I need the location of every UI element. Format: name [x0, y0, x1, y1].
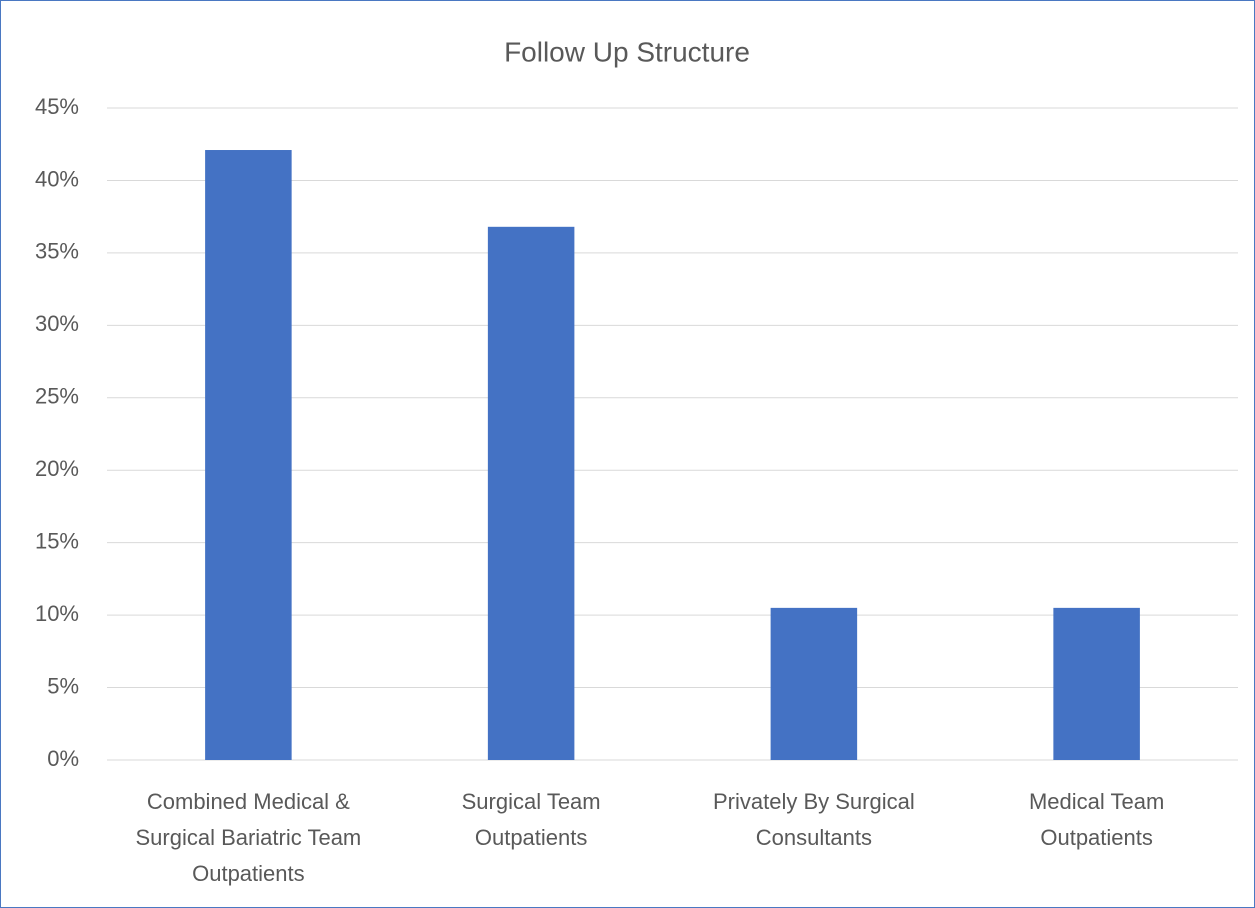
bar: [205, 150, 292, 761]
bar: [770, 607, 858, 760]
y-tick-label: 30%: [35, 311, 79, 336]
y-tick-label: 45%: [35, 94, 79, 119]
chart-title: Follow Up Structure: [504, 36, 750, 67]
y-tick-label: 15%: [35, 528, 79, 553]
y-tick-label: 20%: [35, 456, 79, 481]
x-tick-label: Privately By Surgical Consultants: [713, 789, 915, 850]
bar: [487, 226, 575, 760]
y-tick-label: 0%: [47, 746, 79, 771]
y-tick-label: 40%: [35, 166, 79, 191]
x-tick-label: Medical Team Outpatients: [1028, 789, 1165, 850]
x-tick-label: Combined Medical & Surgical Bariatric Te…: [135, 789, 362, 886]
y-tick-label: 10%: [35, 601, 79, 626]
x-tick-label: Surgical Team Outpatients: [461, 789, 601, 850]
y-tick-label: 5%: [47, 673, 79, 698]
y-tick-label: 35%: [35, 239, 79, 264]
bar: [1053, 607, 1140, 760]
y-tick-label: 25%: [35, 384, 79, 409]
